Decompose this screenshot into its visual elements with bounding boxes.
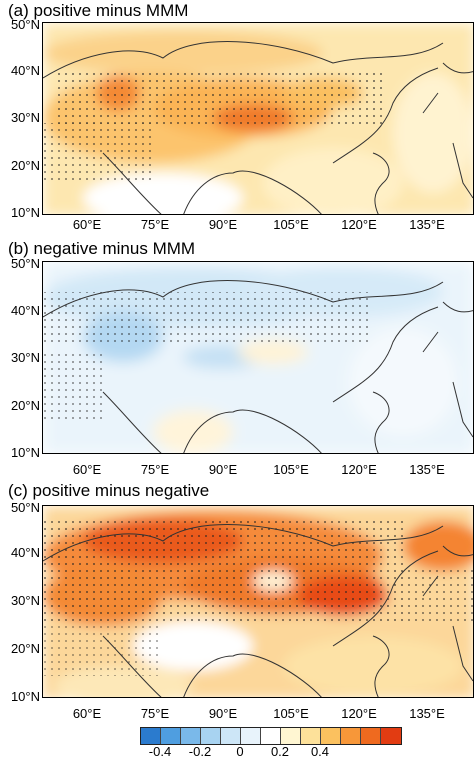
panel-a-lat-20: 20°N <box>10 158 40 173</box>
colorbar-segment <box>201 728 221 744</box>
panel-c-lat-40: 40°N <box>10 545 40 560</box>
panel-b-lon-60: 60°E <box>72 462 102 477</box>
panel-c-lon-60: 60°E <box>72 706 102 721</box>
colorbar-label-zero: 0 <box>236 744 244 759</box>
panel-c-lon-90: 90°E <box>208 706 238 721</box>
panel-c-map <box>42 505 474 698</box>
panel-a-lon-60: 60°E <box>72 217 102 232</box>
panel-a-map <box>42 22 474 215</box>
panel-b-lon-120: 120°E <box>341 462 377 477</box>
panel-c-field <box>43 506 473 697</box>
colorbar-label-neg04: -0.4 <box>148 744 172 759</box>
colorbar <box>140 727 402 745</box>
panel-c-title: (c) positive minus negative <box>8 481 210 500</box>
colorbar-label-pos02: 0.2 <box>270 744 290 759</box>
colorbar-segment <box>221 728 241 744</box>
colorbar-segment <box>141 728 161 744</box>
panel-b-field <box>43 262 473 453</box>
colorbar-segment <box>261 728 281 744</box>
colorbar-segment <box>301 728 321 744</box>
panel-c-lat-50: 50°N <box>10 500 40 515</box>
panel-b-map <box>42 261 474 454</box>
panel-b-lat-10: 10°N <box>10 445 40 460</box>
panel-c-lat-10: 10°N <box>10 689 40 704</box>
colorbar-segment <box>321 728 341 744</box>
panel-a-lat-10: 10°N <box>10 205 40 220</box>
panel-b-lat-40: 40°N <box>10 303 40 318</box>
panel-a-lon-90: 90°E <box>208 217 238 232</box>
panel-c-lon-120: 120°E <box>341 706 377 721</box>
colorbar-segment <box>241 728 261 744</box>
panel-a-lon-120: 120°E <box>341 217 377 232</box>
colorbar-label-pos04: 0.4 <box>310 744 330 759</box>
panel-a-title: (a) positive minus MMM <box>8 1 189 20</box>
panel-a-field <box>43 23 473 214</box>
colorbar-label-neg02: -0.2 <box>188 744 212 759</box>
panel-a-lat-30: 30°N <box>10 110 40 125</box>
panel-a-lat-40: 40°N <box>10 63 40 78</box>
panel-c-lat-20: 20°N <box>10 641 40 656</box>
panel-b-lat-50: 50°N <box>10 256 40 271</box>
colorbar-segment <box>181 728 201 744</box>
colorbar-segment <box>281 728 301 744</box>
panel-b-lon-105: 105°E <box>273 462 309 477</box>
panel-a-lon-75: 75°E <box>140 217 170 232</box>
panel-b-lon-75: 75°E <box>140 462 170 477</box>
colorbar-segment <box>161 728 181 744</box>
panel-c-lon-135: 135°E <box>409 706 445 721</box>
colorbar-segment <box>381 728 401 744</box>
colorbar-segment <box>361 728 381 744</box>
panel-a-lon-105: 105°E <box>273 217 309 232</box>
panel-c-lat-30: 30°N <box>10 593 40 608</box>
panel-a-lon-135: 135°E <box>409 217 445 232</box>
panel-c-lon-105: 105°E <box>273 706 309 721</box>
panel-c-lon-75: 75°E <box>140 706 170 721</box>
panel-a-lat-50: 50°N <box>10 17 40 32</box>
panel-b-lon-135: 135°E <box>409 462 445 477</box>
panel-b-title: (b) negative minus MMM <box>8 239 196 258</box>
panel-b-lat-20: 20°N <box>10 398 40 413</box>
panel-b-lat-30: 30°N <box>10 350 40 365</box>
colorbar-segment <box>341 728 361 744</box>
panel-b-lon-90: 90°E <box>208 462 238 477</box>
